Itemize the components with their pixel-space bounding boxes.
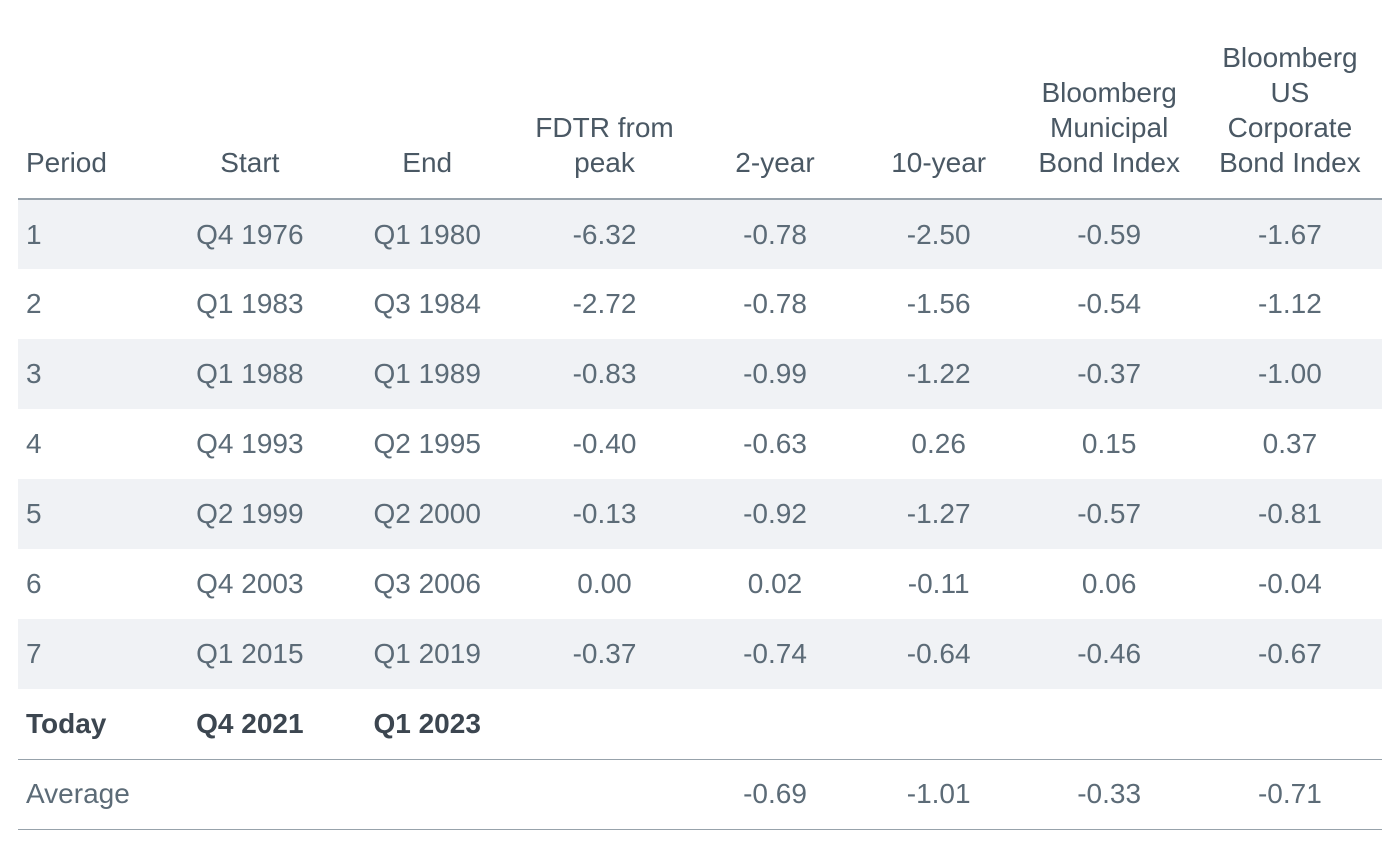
table-cell: Q2 1999 [161,479,338,549]
table-cell: Q1 1983 [161,269,338,339]
column-header: 10-year [857,30,1021,199]
table-cell: -2.72 [516,269,693,339]
table-cell: Q2 1995 [339,409,516,479]
column-header: 2-year [693,30,857,199]
table-cell: Q4 1993 [161,409,338,479]
column-header: Start [161,30,338,199]
table-cell: 5 [18,479,161,549]
table-row: 7Q1 2015Q1 2019-0.37-0.74-0.64-0.46-0.67 [18,619,1382,689]
table-cell: -0.74 [693,619,857,689]
table-cell [1021,689,1198,759]
table-cell: 3 [18,339,161,409]
table-cell: -1.67 [1198,199,1382,269]
table-cell: 0.02 [693,549,857,619]
table-cell: -0.67 [1198,619,1382,689]
table-row: 6Q4 2003Q3 20060.000.02-0.110.06-0.04 [18,549,1382,619]
table-cell: 0.06 [1021,549,1198,619]
table-cell: Q1 2019 [339,619,516,689]
table-cell: -0.11 [857,549,1021,619]
table-row: 3Q1 1988Q1 1989-0.83-0.99-1.22-0.37-1.00 [18,339,1382,409]
table-row: 5Q2 1999Q2 2000-0.13-0.92-1.27-0.57-0.81 [18,479,1382,549]
table-cell [516,759,693,829]
table-cell: -0.92 [693,479,857,549]
column-header: Period [18,30,161,199]
table-cell: Q1 2023 [339,689,516,759]
table-cell: -0.37 [1021,339,1198,409]
table-cell [516,689,693,759]
table-cell: 1 [18,199,161,269]
table-header: PeriodStartEndFDTR from peak2-year10-yea… [18,30,1382,199]
table-cell: Q1 2015 [161,619,338,689]
table-cell: -1.01 [857,759,1021,829]
table-cell: Today [18,689,161,759]
table-cell [161,759,338,829]
table-cell: -0.71 [1198,759,1382,829]
table-cell: -0.54 [1021,269,1198,339]
table-cell: 0.15 [1021,409,1198,479]
table-cell: -0.78 [693,269,857,339]
table-cell: -0.37 [516,619,693,689]
table-row: TodayQ4 2021Q1 2023 [18,689,1382,759]
table-cell: Q3 2006 [339,549,516,619]
table-cell: -1.22 [857,339,1021,409]
table-cell: Q4 2021 [161,689,338,759]
table-cell: -2.50 [857,199,1021,269]
table-cell: -0.04 [1198,549,1382,619]
table-cell: -0.81 [1198,479,1382,549]
table-row: 4Q4 1993Q2 1995-0.40-0.630.260.150.37 [18,409,1382,479]
table-cell: Q4 1976 [161,199,338,269]
table-cell: 2 [18,269,161,339]
table-cell [339,759,516,829]
table-cell: Q2 2000 [339,479,516,549]
table-cell: -1.56 [857,269,1021,339]
table-container: PeriodStartEndFDTR from peak2-year10-yea… [0,0,1400,850]
table-cell [1198,689,1382,759]
bond-yields-table: PeriodStartEndFDTR from peak2-year10-yea… [18,30,1382,830]
table-cell: Q3 1984 [339,269,516,339]
table-cell: 7 [18,619,161,689]
table-cell: -0.99 [693,339,857,409]
table-cell: Q1 1980 [339,199,516,269]
column-header: Bloomberg Municipal Bond Index [1021,30,1198,199]
table-cell: -0.78 [693,199,857,269]
table-cell: -0.63 [693,409,857,479]
table-row: Average -0.69-1.01-0.33-0.71 [18,759,1382,829]
column-header: Bloomberg US Corporate Bond Index [1198,30,1382,199]
table-cell: -0.69 [693,759,857,829]
table-cell: Q4 2003 [161,549,338,619]
table-cell: Q1 1989 [339,339,516,409]
table-cell [693,689,857,759]
table-cell [857,689,1021,759]
table-cell: -0.59 [1021,199,1198,269]
table-cell: 0.26 [857,409,1021,479]
table-cell: Average [18,759,161,829]
table-body: 1Q4 1976Q1 1980-6.32-0.78-2.50-0.59-1.67… [18,199,1382,829]
table-cell: 4 [18,409,161,479]
table-cell: Q1 1988 [161,339,338,409]
table-cell: -0.57 [1021,479,1198,549]
table-row: 2Q1 1983Q3 1984-2.72-0.78-1.56-0.54-1.12 [18,269,1382,339]
table-cell: -0.64 [857,619,1021,689]
table-cell: -0.33 [1021,759,1198,829]
table-cell: -6.32 [516,199,693,269]
table-cell: 6 [18,549,161,619]
table-cell: -0.83 [516,339,693,409]
table-cell: -1.12 [1198,269,1382,339]
table-cell: 0.37 [1198,409,1382,479]
column-header: FDTR from peak [516,30,693,199]
table-cell: -0.40 [516,409,693,479]
column-header: End [339,30,516,199]
table-cell: -0.46 [1021,619,1198,689]
table-cell: 0.00 [516,549,693,619]
table-cell: -1.27 [857,479,1021,549]
table-cell: -1.00 [1198,339,1382,409]
table-row: 1Q4 1976Q1 1980-6.32-0.78-2.50-0.59-1.67 [18,199,1382,269]
table-cell: -0.13 [516,479,693,549]
header-row: PeriodStartEndFDTR from peak2-year10-yea… [18,30,1382,199]
